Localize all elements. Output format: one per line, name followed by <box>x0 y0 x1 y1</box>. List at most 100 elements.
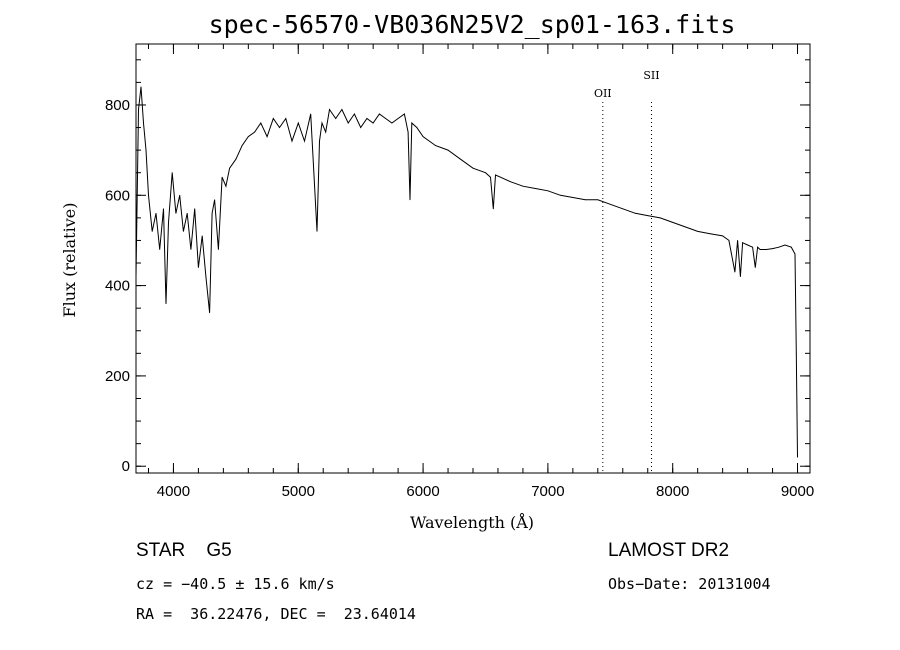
spectrum-data-point <box>728 240 730 241</box>
spectrum-data-point <box>795 352 797 354</box>
spectrum-data-point <box>772 248 773 249</box>
spectrum-data-point <box>285 118 287 119</box>
spectrum-data-point <box>214 199 216 201</box>
spectrum-data-point <box>254 131 255 133</box>
spectrum-data-point <box>155 212 157 214</box>
spectrum-data-point <box>784 244 786 246</box>
spectrum-data-point <box>385 118 387 119</box>
line-marker-label: OII <box>594 87 612 100</box>
spectrum-data-point <box>354 113 355 115</box>
spectrum-data-point <box>143 122 144 124</box>
spectrum-data-point <box>241 145 243 147</box>
spectrum-data-point <box>360 127 362 128</box>
spectrum-data-point <box>722 235 724 237</box>
spectrum-data-point <box>148 194 149 196</box>
spectrum-data-point <box>422 136 424 137</box>
x-tick-label: 9000 <box>781 483 814 500</box>
spectrum-data-point <box>709 233 711 235</box>
spectrum-data-point <box>225 185 227 187</box>
spectrum-data-point <box>485 172 486 174</box>
spectrum-data-point <box>684 226 686 228</box>
x-tick-label: 5000 <box>282 483 315 500</box>
spectrum-data-point <box>490 176 491 178</box>
spectrum-data-point <box>734 271 736 273</box>
spectrum-data-point <box>797 456 798 458</box>
spectrum-data-point <box>765 249 767 250</box>
spectrum-data-point <box>672 221 674 223</box>
spectrum-data-point <box>522 185 524 187</box>
y-tick-label: 400 <box>105 278 130 295</box>
spectrum-data-point <box>304 140 305 142</box>
x-tick-label: 7000 <box>531 483 564 500</box>
spectrum-data-point <box>559 194 561 196</box>
spectrum-data-point <box>435 145 436 147</box>
spectrum-data-point <box>472 167 474 169</box>
spectrum-data-point <box>790 246 792 248</box>
spectrum-data-point <box>183 231 184 232</box>
spectrum-data-point <box>186 212 188 214</box>
plot-frame <box>135 43 811 474</box>
spectrum-series-line <box>135 86 798 458</box>
spectrum-data-point <box>778 246 780 248</box>
spectrum-data-point <box>145 149 147 151</box>
spectrum-data-point <box>229 167 231 169</box>
spectrum-data-point <box>697 231 699 232</box>
spectrum-data-point <box>416 127 418 128</box>
observation-date: Obs−Date: 20131004 <box>608 575 771 593</box>
spectrum-data-point <box>201 235 203 237</box>
spectrum-data-point <box>165 303 167 305</box>
spectrum-data-point <box>759 249 761 250</box>
y-tick-label: 600 <box>105 187 130 204</box>
spectrum-data-point <box>647 215 649 217</box>
spectrum-data-point <box>372 122 374 124</box>
spectrum-data-point <box>407 131 409 133</box>
plot-area: 4000 5000 6000 7000 8000 9000 0 200 400 600 800 OII… <box>105 43 814 500</box>
spectrum-data-point <box>171 172 173 174</box>
spectrum-data-point <box>584 199 586 201</box>
spectrum-data-point <box>347 122 349 124</box>
spectrum-data-point <box>447 149 449 151</box>
spectrum-data-point <box>135 276 137 277</box>
x-tick-label: 8000 <box>656 483 689 500</box>
spectrum-data-point <box>316 231 318 232</box>
spectrum-data-point <box>341 109 343 110</box>
spectrum-data-point <box>460 158 461 160</box>
spectrum-data-point <box>747 244 748 246</box>
spectrum-data-point <box>397 118 399 119</box>
spectrum-data-point <box>279 127 280 128</box>
spectrum-data-point <box>247 136 249 137</box>
spectrum-data-point <box>179 194 181 196</box>
spectrum-data-point <box>291 140 293 142</box>
spectrum-data-point <box>140 86 142 88</box>
spectrum-data-point <box>659 217 661 219</box>
spectrum-data-point <box>411 122 413 124</box>
spectrum-data-point <box>622 208 624 210</box>
spectrum-data-point <box>325 131 327 133</box>
spectrum-data-point <box>159 249 161 250</box>
spectrum-data-point <box>752 246 753 248</box>
spectrum-data-point <box>190 249 192 250</box>
spectrum-data-point <box>492 208 494 210</box>
spectrum-data-point <box>235 158 237 160</box>
line-marker-label: SII <box>643 69 659 82</box>
spectrum-data-point <box>205 276 207 277</box>
y-tick-label: 200 <box>105 368 130 385</box>
spectrum-data-point <box>297 122 299 124</box>
spectrum-data-point <box>168 221 169 223</box>
spectrum-data-point <box>266 136 268 137</box>
spectrum-data-point <box>409 199 411 201</box>
spectrum-data-point <box>319 140 320 142</box>
spectrum-data-point <box>495 174 496 176</box>
spectrum-data-point <box>151 231 153 232</box>
spectrum-data-point <box>609 203 611 205</box>
spectrum-data-point <box>742 242 743 244</box>
x-axis-label: Wavelength (Å) <box>410 512 534 532</box>
spectrum-data-point <box>221 176 223 178</box>
spectrum-data-point <box>138 109 139 110</box>
object-classification: STAR G5 <box>136 540 232 561</box>
spectrum-data-point <box>272 118 274 119</box>
y-axis-label: Flux (relative) <box>60 203 79 318</box>
spectrum-data-point <box>500 176 501 178</box>
spectrum-data-point <box>175 212 177 214</box>
